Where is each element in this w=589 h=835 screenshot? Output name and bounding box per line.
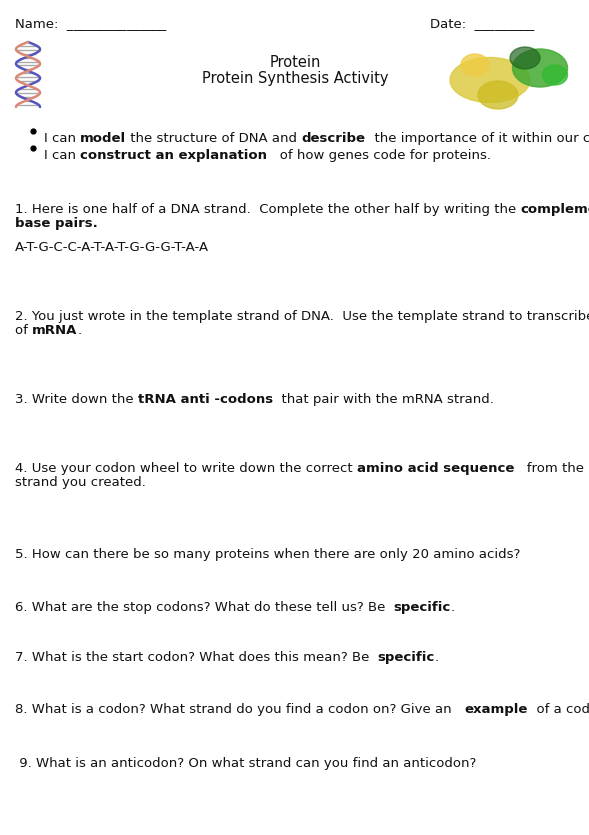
Text: describe: describe <box>302 132 366 145</box>
Text: from the mRNA: from the mRNA <box>514 462 589 475</box>
Text: of: of <box>15 324 32 337</box>
Text: tRNA anti -codons: tRNA anti -codons <box>138 393 273 406</box>
Text: 1. Here is one half of a DNA strand.  Complete the other half by writing the: 1. Here is one half of a DNA strand. Com… <box>15 203 521 216</box>
Ellipse shape <box>461 54 489 76</box>
Text: mRNA: mRNA <box>32 324 78 337</box>
Ellipse shape <box>542 65 567 85</box>
Text: the importance of it within our cells.: the importance of it within our cells. <box>366 132 589 145</box>
Text: 4. Use your codon wheel to write down the correct: 4. Use your codon wheel to write down th… <box>15 462 357 475</box>
Text: specific: specific <box>394 601 451 614</box>
Ellipse shape <box>510 47 540 69</box>
Ellipse shape <box>478 81 518 109</box>
Text: I can: I can <box>44 132 80 145</box>
Text: .: . <box>435 651 439 664</box>
Text: Date:  _________: Date: _________ <box>430 17 534 30</box>
Text: 2. You just wrote in the template strand of DNA.  Use the template strand to tra: 2. You just wrote in the template strand… <box>15 310 589 323</box>
Text: amino acid sequence: amino acid sequence <box>357 462 514 475</box>
Text: .: . <box>78 324 82 337</box>
Text: I can: I can <box>44 149 80 162</box>
Text: A-T-G-C-C-A-T-A-T-G-G-G-T-A-A: A-T-G-C-C-A-T-A-T-G-G-G-T-A-A <box>15 241 209 254</box>
Text: Protein Synthesis Activity: Protein Synthesis Activity <box>202 71 388 86</box>
Text: example: example <box>464 703 528 716</box>
Text: construct an explanation: construct an explanation <box>80 149 267 162</box>
Text: that pair with the mRNA strand.: that pair with the mRNA strand. <box>273 393 494 406</box>
Text: of how genes code for proteins.: of how genes code for proteins. <box>267 149 491 162</box>
Text: 9. What is an anticodon? On what strand can you find an anticodon?: 9. What is an anticodon? On what strand … <box>15 757 477 770</box>
Ellipse shape <box>450 58 530 103</box>
Text: base pairs.: base pairs. <box>15 217 98 230</box>
Text: 7. What is the start codon? What does this mean? Be: 7. What is the start codon? What does th… <box>15 651 378 664</box>
Text: the structure of DNA and: the structure of DNA and <box>127 132 302 145</box>
Ellipse shape <box>512 49 567 87</box>
Text: 6. What are the stop codons? What do these tell us? Be: 6. What are the stop codons? What do the… <box>15 601 394 614</box>
Text: 3. Write down the: 3. Write down the <box>15 393 138 406</box>
Text: Name:  _______________: Name: _______________ <box>15 17 166 30</box>
Text: model: model <box>80 132 127 145</box>
Text: 5. How can there be so many proteins when there are only 20 amino acids?: 5. How can there be so many proteins whe… <box>15 548 520 561</box>
Text: complementary: complementary <box>521 203 589 216</box>
Text: 8. What is a codon? What strand do you find a codon on? Give an: 8. What is a codon? What strand do you f… <box>15 703 464 716</box>
Text: Protein: Protein <box>269 55 320 70</box>
Text: .: . <box>451 601 455 614</box>
Text: of a codon.: of a codon. <box>528 703 589 716</box>
Text: strand you created.: strand you created. <box>15 476 146 489</box>
Text: specific: specific <box>378 651 435 664</box>
